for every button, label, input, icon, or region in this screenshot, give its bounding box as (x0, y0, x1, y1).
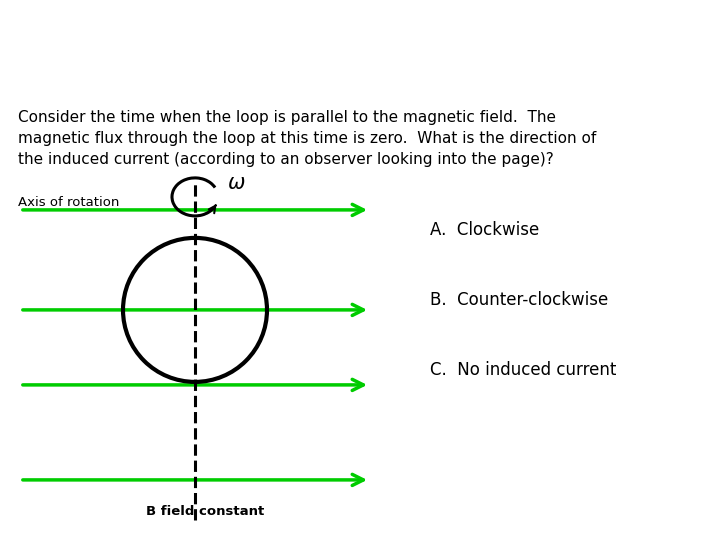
Text: A.  Clockwise: A. Clockwise (430, 221, 539, 239)
Text: Consider the time when the loop is parallel to the magnetic field.  The
magnetic: Consider the time when the loop is paral… (18, 110, 596, 167)
Text: B.  Counter-clockwise: B. Counter-clockwise (430, 291, 608, 309)
Text: B field constant: B field constant (146, 505, 264, 518)
Text: $\omega$: $\omega$ (227, 173, 246, 193)
Text: Axis of rotation: Axis of rotation (18, 197, 120, 210)
Text: C.  No induced current: C. No induced current (430, 361, 616, 379)
Text: Induced Currents IX: Induced Currents IX (122, 29, 498, 63)
